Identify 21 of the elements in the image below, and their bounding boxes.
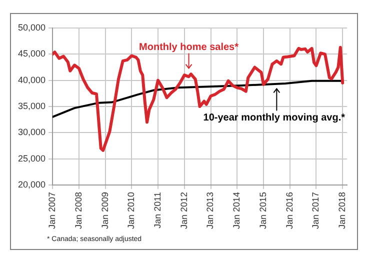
x-tick-label: Jan 2017 <box>310 192 321 230</box>
y-tick-label: 20,000 <box>18 179 46 190</box>
x-tick-label: Jan 2014 <box>232 192 242 230</box>
x-tick-label: Jan 2011 <box>152 192 162 228</box>
y-tick-label: 50,000 <box>18 22 46 32</box>
x-tick-label: Jan 2012 <box>178 192 189 230</box>
x-tick-label: Jan 2018 <box>337 192 348 230</box>
x-tick-label: Jan 2016 <box>284 192 294 230</box>
y-tick-label: 40,000 <box>18 74 46 85</box>
x-tick-label: Jan 2007 <box>47 192 58 230</box>
y-tick-label: 25,000 <box>18 153 46 164</box>
x-tick-label: Jan 2008 <box>73 192 84 230</box>
x-tick-label: Jan 2013 <box>205 192 216 230</box>
y-tick-label: 35,000 <box>18 100 46 111</box>
x-tick-label: Jan 2009 <box>100 192 110 230</box>
y-tick-label: 45,000 <box>18 48 46 59</box>
annotation: 10-year monthly moving avg.* <box>203 112 346 124</box>
x-tick-label: Jan 2010 <box>126 192 136 230</box>
annotation: Monthly home sales* <box>139 42 239 54</box>
x-tick-label: Jan 2015 <box>258 192 268 230</box>
y-tick-label: 30,000 <box>18 127 46 138</box>
